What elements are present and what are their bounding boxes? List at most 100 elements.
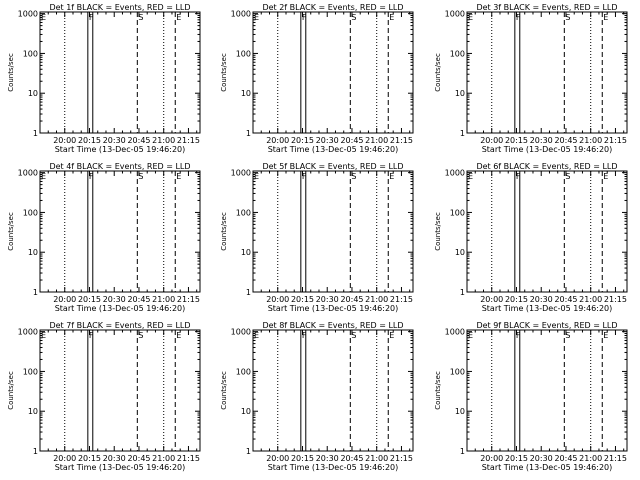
marker-label-F: F: [89, 172, 94, 181]
marker-label-E: E: [603, 331, 608, 340]
y-tick-label: 100: [450, 208, 465, 217]
y-axis: 1 10 100 1000: [231, 169, 413, 297]
x-tick-label: 21:00: [152, 295, 175, 304]
y-tick-label: 1: [246, 447, 251, 456]
x-tick-label: 20:45: [127, 295, 150, 304]
y-tick-label: 1000: [445, 328, 465, 337]
y-tick-label: 100: [23, 208, 38, 217]
marker-label-E: E: [176, 172, 181, 181]
x-tick-label: 21:15: [604, 454, 627, 463]
panel-title: Det 5f BLACK = Events, RED = LLD: [262, 162, 403, 171]
x-tick-label: 20:00: [53, 295, 76, 304]
marker-label-F: F: [516, 331, 521, 340]
panel-title: Det 2f BLACK = Events, RED = LLD: [262, 3, 403, 12]
x-tick-label: 21:15: [390, 136, 413, 145]
y-axis: 1 10 100 1000: [445, 10, 627, 138]
plot-frame: [466, 329, 628, 452]
marker-label-E: E: [389, 172, 394, 181]
marker-label-S: S: [351, 172, 356, 181]
x-tick-label: 20:30: [103, 454, 126, 463]
x-tick-label: 20:45: [340, 454, 363, 463]
x-tick-label: 20:00: [266, 295, 289, 304]
x-tick-label: 21:15: [177, 295, 200, 304]
corner-label: E: [254, 13, 259, 22]
panel-title: Det 7f BLACK = Events, RED = LLD: [49, 321, 190, 330]
corner-label: E: [41, 13, 46, 22]
y-tick-label: 100: [236, 367, 251, 376]
y-tick-label: 10: [28, 89, 38, 98]
x-tick-label: 20:00: [53, 136, 76, 145]
y-axis: 1 10 100 1000: [231, 10, 413, 138]
x-tick-label: 20:30: [530, 454, 553, 463]
x-axis-label: Start Time (13-Dec-05 19:46:20): [55, 145, 186, 154]
panel-title: Det 6f BLACK = Events, RED = LLD: [476, 162, 617, 171]
y-tick-label: 1: [460, 129, 465, 138]
x-tick-label: 20:15: [78, 454, 101, 463]
marker-label-E: E: [176, 331, 181, 340]
x-tick-label: 21:00: [579, 454, 602, 463]
marker-label-F: F: [89, 13, 94, 22]
corner-label: E: [468, 172, 473, 181]
corner-label: E: [41, 172, 46, 181]
x-axis-label: Start Time (13-Dec-05 19:46:20): [482, 304, 613, 313]
x-axis: 20:00 20:15 20:30 20:45 21:00 21:15: [47, 330, 200, 463]
x-tick-label: 20:15: [78, 295, 101, 304]
x-tick-label: 21:00: [365, 136, 388, 145]
x-tick-label: 20:00: [266, 454, 289, 463]
x-axis: 20:00 20:15 20:30 20:45 21:00 21:15: [474, 12, 627, 145]
y-tick-label: 1: [460, 288, 465, 297]
x-tick-label: 21:15: [177, 454, 200, 463]
x-axis-label: Start Time (13-Dec-05 19:46:20): [268, 304, 399, 313]
y-tick-label: 100: [236, 49, 251, 58]
y-tick-label: 10: [241, 248, 251, 257]
x-axis-label: Start Time (13-Dec-05 19:46:20): [268, 463, 399, 472]
x-tick-label: 21:00: [152, 454, 175, 463]
marker-label-F: F: [302, 13, 307, 22]
x-tick-label: 21:15: [390, 295, 413, 304]
y-tick-label: 10: [28, 248, 38, 257]
corner-label: E: [468, 13, 473, 22]
marker-label-S: S: [138, 331, 143, 340]
y-tick-label: 1: [33, 129, 38, 138]
panel-title: Det 1f BLACK = Events, RED = LLD: [49, 3, 190, 12]
marker-label-F: F: [516, 13, 521, 22]
y-axis: 1 10 100 1000: [231, 328, 413, 456]
marker-label-F: F: [516, 172, 521, 181]
x-tick-label: 21:00: [579, 295, 602, 304]
x-tick-label: 20:45: [340, 295, 363, 304]
x-axis-label: Start Time (13-Dec-05 19:46:20): [55, 463, 186, 472]
y-tick-label: 100: [450, 367, 465, 376]
y-tick-label: 100: [450, 49, 465, 58]
x-tick-label: 21:15: [177, 136, 200, 145]
marker-label-S: S: [565, 13, 570, 22]
marker-label-S: S: [565, 172, 570, 181]
y-tick-label: 1000: [445, 10, 465, 19]
x-tick-label: 20:15: [505, 295, 528, 304]
marker-label-S: S: [138, 172, 143, 181]
x-tick-label: 20:00: [480, 295, 503, 304]
x-axis: 20:00 20:15 20:30 20:45 21:00 21:15: [260, 330, 413, 463]
x-tick-label: 20:15: [505, 136, 528, 145]
y-tick-label: 100: [23, 49, 38, 58]
y-tick-label: 1000: [18, 328, 38, 337]
y-axis-label: Counts/sec: [434, 371, 442, 410]
x-tick-label: 20:45: [554, 136, 577, 145]
marker-label-E: E: [176, 13, 181, 22]
x-tick-label: 20:30: [530, 136, 553, 145]
plot-frame: [39, 329, 201, 452]
plot-frame: [466, 11, 628, 134]
y-tick-label: 10: [455, 248, 465, 257]
y-tick-label: 1000: [231, 10, 251, 19]
x-tick-label: 20:30: [103, 136, 126, 145]
y-axis-label: Counts/sec: [7, 53, 15, 92]
x-tick-label: 21:15: [604, 295, 627, 304]
y-axis: 1 10 100 1000: [445, 169, 627, 297]
marker-label-E: E: [603, 13, 608, 22]
